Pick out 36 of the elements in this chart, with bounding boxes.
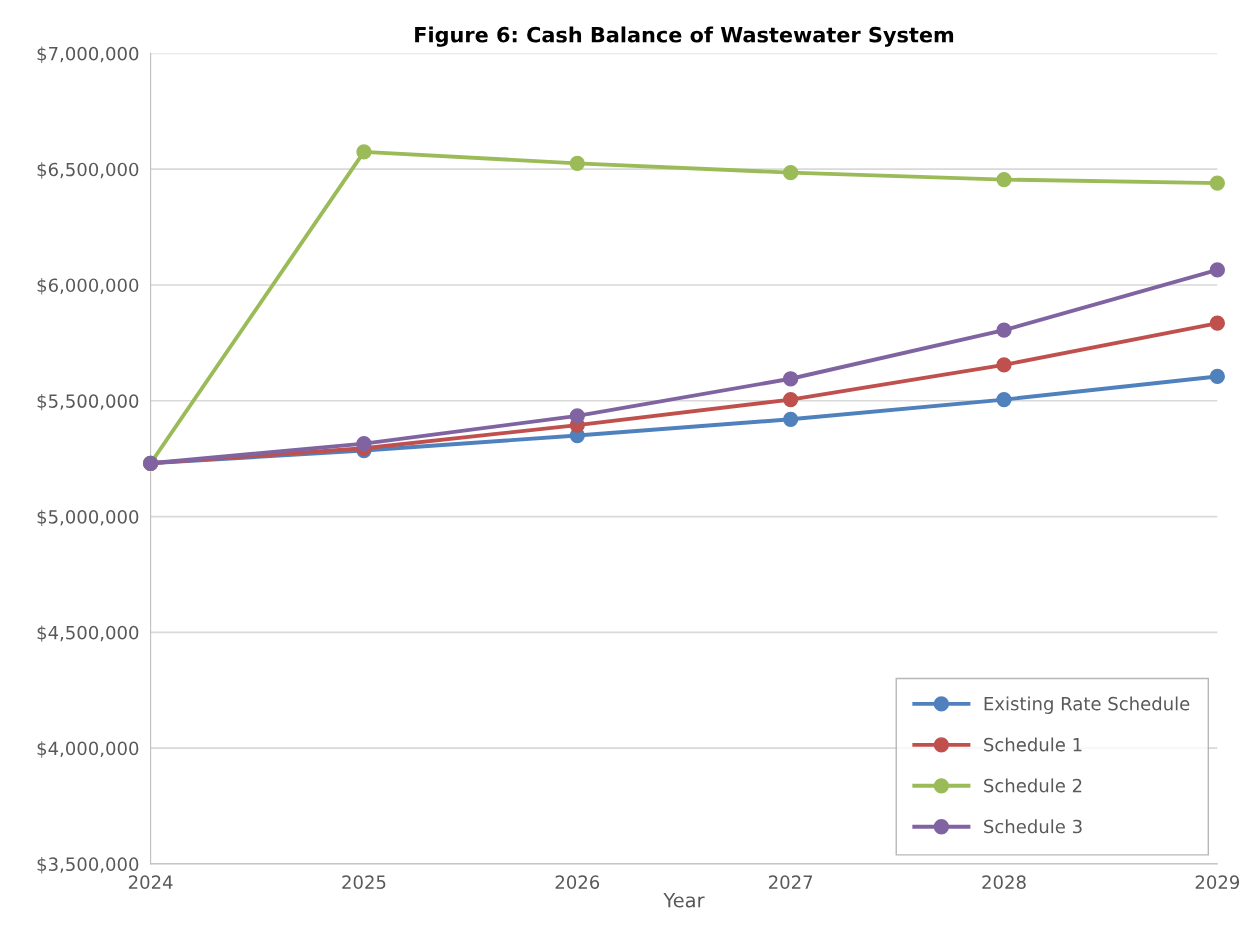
point [783,165,799,181]
point [783,411,799,427]
point [996,391,1012,408]
y-tick-label: $4,500,000 [37,625,139,642]
y-tick-label: $4,000,000 [37,741,139,758]
point [356,435,372,452]
y-tick-label: $6,000,000 [37,278,139,295]
point [783,371,799,387]
point [569,408,585,424]
legend-label: Schedule 1 [984,737,1082,752]
x-tick-label: 2024 [128,875,173,889]
legend-label: Existing Rate Schedule [984,696,1190,714]
point [1209,175,1225,191]
y-tick-label: $7,000,000 [37,46,139,63]
y-tick-label: $3,500,000 [37,857,139,874]
point [996,322,1012,338]
point [996,357,1012,373]
point [356,144,372,160]
y-tick-label: $6,500,000 [37,162,139,179]
x-tick-label: 2029 [1195,875,1240,889]
point [569,155,585,172]
point [1209,368,1225,385]
legend-label: Schedule 3 [984,819,1082,834]
legend-label: Schedule 2 [984,778,1082,793]
point [996,171,1012,188]
y-tick-label: $5,000,000 [37,509,139,527]
chart-title: Figure 6: Cash Balance of Wastewater System [415,26,954,47]
x-axis-title: Year [663,893,705,908]
point [1209,315,1225,331]
x-tick-label: 2025 [342,875,386,889]
point [783,391,799,408]
x-tick-label: 2027 [769,875,813,889]
x-tick-label: 2028 [982,875,1026,889]
y-tick-label: $5,500,000 [37,393,139,411]
point [1209,262,1225,278]
x-tick-label: 2026 [555,875,600,889]
